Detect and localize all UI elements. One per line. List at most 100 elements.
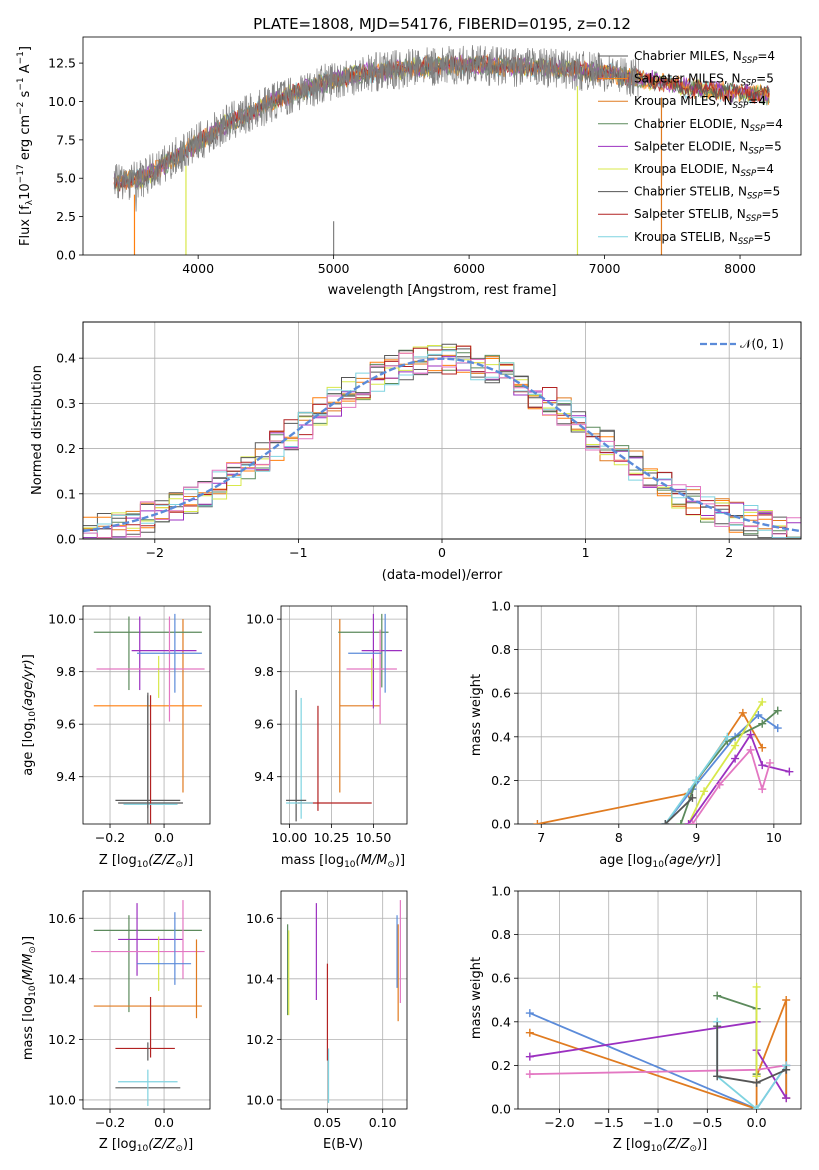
legend-label: Salpeter ELODIE, NSSP=5: [634, 139, 782, 156]
legend-label-sub: SSP: [738, 237, 754, 247]
residual-histogram: [83, 345, 801, 539]
weight-marker: [746, 730, 755, 739]
weight-marker: [758, 743, 767, 752]
mass-vs-ebv-panel: 0.05 0.10 10.0 10.2 10.4 10.6: [246, 890, 408, 1130]
weight-Z-xlabel-text: Z [log: [613, 1137, 651, 1152]
ylabel-part-close: ]: [18, 46, 33, 51]
y-tick-label: 1.0: [491, 884, 511, 899]
mass-Z-xlabel-text: Z [log: [99, 1137, 137, 1152]
weight-marker: [688, 793, 697, 802]
x-tick-label: 8000: [724, 261, 756, 276]
x-tick-label: 0.10: [369, 1115, 397, 1130]
errorbars: [286, 613, 402, 822]
weight-Z-xlabel-tail: (Z/Z: [662, 1137, 690, 1152]
weight-series-line: [716, 994, 758, 1075]
weight-marker: [723, 732, 732, 741]
legend-label-text: Salpeter MILES, N: [634, 72, 741, 86]
residuals-legend: 𝒩(0, 1): [700, 337, 784, 351]
weight-Z-xlabel-sub: 10: [651, 1144, 663, 1154]
y-tick-label: 9.8: [56, 664, 76, 679]
mass-ylabel-tail: (M/M: [21, 954, 36, 986]
weight-marker: [661, 820, 670, 824]
axes-frame: [280, 605, 408, 825]
residuals-xlabel: (data-model)/error: [382, 568, 503, 583]
errorbars: [287, 900, 401, 1103]
age-ylabel-sub: 10: [28, 711, 38, 723]
legend-label-text: Chabrier MILES, N: [634, 49, 742, 63]
x-tick-label: 10.00: [272, 830, 308, 845]
legend-label-text: Kroupa MILES, N: [634, 94, 733, 108]
age-Z-xlabel: Z [log10(Z/Z⊙)]: [99, 853, 193, 870]
y-tick-label: 1.0: [491, 599, 511, 614]
axes-frame: [280, 890, 408, 1110]
x-tick-label: 0.0: [154, 1115, 174, 1130]
legend-label-tail: =5: [756, 72, 774, 86]
x-tick-label: 2: [725, 545, 733, 560]
y-tick-label: 0.2: [491, 1058, 511, 1073]
errorbars: [93, 613, 205, 824]
x-tick-label: −2.0: [544, 1115, 574, 1130]
weight-marker: [688, 820, 697, 824]
legend-label-text: Kroupa ELODIE, N: [634, 162, 741, 176]
y-tick-label: 0.2: [56, 441, 76, 456]
weight-marker: [754, 711, 763, 719]
ebv-xlabel: E(B-V): [323, 1137, 363, 1152]
weight-marker: [752, 982, 761, 991]
legend-label-text: Chabrier ELODIE, N: [634, 117, 750, 131]
y-tick-label: 5.0: [56, 171, 76, 186]
y-tick-label: 9.6: [56, 717, 76, 732]
y-tick-label: 10.2: [246, 1032, 274, 1047]
weight-marker: [713, 991, 722, 1000]
y-tick-label: 0.2: [491, 773, 511, 788]
x-tick-label: 5000: [318, 261, 350, 276]
x-tick-label: −2: [146, 545, 164, 560]
mass-ylabel-sub: 10: [28, 985, 38, 997]
mass-ylabel-sun: ⊙: [28, 946, 38, 954]
legend-label-sub: SSP: [741, 79, 757, 89]
y-tick-label: 0.4: [491, 729, 511, 744]
weight-marker: [758, 719, 767, 728]
y-tick-label: 2.5: [56, 209, 76, 224]
age-Z-xlabel-tail: (Z/Z: [148, 853, 176, 868]
ylabel-part-flux: Flux [f: [18, 205, 33, 246]
mass-Z-xlabel-tail: (Z/Z: [148, 1137, 176, 1152]
age-mass-xlabel-sub: 10: [344, 860, 356, 870]
ylabel-part-erg: erg cm: [18, 115, 33, 164]
y-tick-label: 0.0: [491, 1102, 511, 1117]
weight-marker: [785, 767, 794, 776]
y-tick-label: 0.3: [56, 396, 76, 411]
weight-marker: [738, 708, 747, 717]
y-tick-label: 10.4: [48, 971, 76, 986]
legend-label-tail: =5: [763, 185, 781, 199]
legend-label-sub: SSP: [741, 169, 757, 179]
y-tick-label: 10.0: [48, 1092, 76, 1107]
weight-marker: [713, 1072, 722, 1081]
y-tick-label: 0.8: [491, 642, 511, 657]
weight-marker: [782, 1065, 791, 1074]
weight-series-line: [691, 748, 771, 824]
mass-Z-xlabel: Z [log10(Z/Z⊙)]: [99, 1137, 193, 1154]
mass-Z-xlabel-close: )]: [183, 1137, 193, 1152]
x-tick-label: 10: [766, 830, 782, 845]
weight-marker: [713, 1022, 722, 1031]
age-Z-xlabel-sub: 10: [137, 860, 149, 870]
legend-label-text: Chabrier STELIB, N: [634, 185, 747, 199]
legend-label-tail: =5: [761, 207, 779, 221]
x-tick-label: 1: [582, 545, 590, 560]
y-tick-label: 10.6: [48, 911, 76, 926]
observed-spectrum-line: [113, 45, 639, 212]
residual-histogram: [83, 350, 801, 539]
y-tick-label: 0.8: [491, 927, 511, 942]
weight-marker: [758, 761, 767, 770]
weight-series-line: [664, 797, 694, 824]
weight-marker: [525, 1028, 534, 1037]
weight-marker: [700, 787, 709, 796]
age-ylabel-tail: (age/yr): [21, 659, 36, 711]
weight-series-line: [716, 1026, 787, 1084]
weight-marker: [715, 780, 724, 789]
weight-lines: [533, 697, 794, 824]
x-tick-label: −0.2: [95, 1115, 125, 1130]
weight-Z-xlabel-close: )]: [697, 1137, 707, 1152]
weight-marker: [746, 745, 755, 754]
